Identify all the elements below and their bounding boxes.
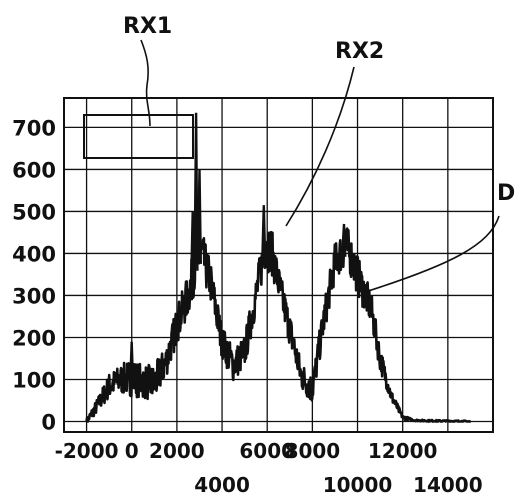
plot-area bbox=[85, 112, 472, 423]
x-tick-label: 12000 bbox=[368, 439, 438, 463]
x-tick-label: 6000 bbox=[239, 439, 295, 463]
rx1-label: RX1 bbox=[123, 14, 172, 39]
signal-spike bbox=[193, 112, 199, 271]
rx2-leader-line bbox=[285, 66, 355, 227]
x-tick-label: 10000 bbox=[323, 473, 393, 497]
x-tick-label: 0 bbox=[125, 439, 139, 463]
y-tick-label: 400 bbox=[12, 242, 56, 266]
x-tick-label: 2000 bbox=[149, 439, 205, 463]
y-tick-label: 500 bbox=[12, 200, 56, 224]
y-tick-label: 300 bbox=[12, 284, 56, 308]
signal-trace bbox=[85, 227, 472, 423]
y-tick-label: 100 bbox=[12, 368, 56, 392]
y-axis-ticks: 0 100 200 300 400 500 600 700 bbox=[12, 116, 56, 434]
signal-spike bbox=[341, 223, 347, 257]
x-tick-label: 4000 bbox=[194, 473, 250, 497]
d-label: D bbox=[497, 181, 515, 206]
signal-spike bbox=[196, 169, 202, 264]
d-leader-line bbox=[364, 215, 500, 293]
rx1-leader-line bbox=[140, 39, 151, 127]
x-tick-label: -2000 bbox=[55, 439, 119, 463]
rx1-box bbox=[83, 114, 194, 159]
y-tick-label: 0 bbox=[41, 410, 56, 434]
plot-frame bbox=[63, 97, 494, 433]
rx2-label: RX2 bbox=[335, 39, 384, 64]
signal-spike bbox=[129, 341, 135, 386]
y-tick-label: 600 bbox=[12, 158, 56, 182]
x-tick-label: 14000 bbox=[413, 473, 483, 497]
y-tick-label: 200 bbox=[12, 326, 56, 350]
x-tick-label: 8000 bbox=[285, 439, 341, 463]
signal-spike bbox=[261, 205, 267, 262]
y-tick-label: 700 bbox=[12, 116, 56, 140]
